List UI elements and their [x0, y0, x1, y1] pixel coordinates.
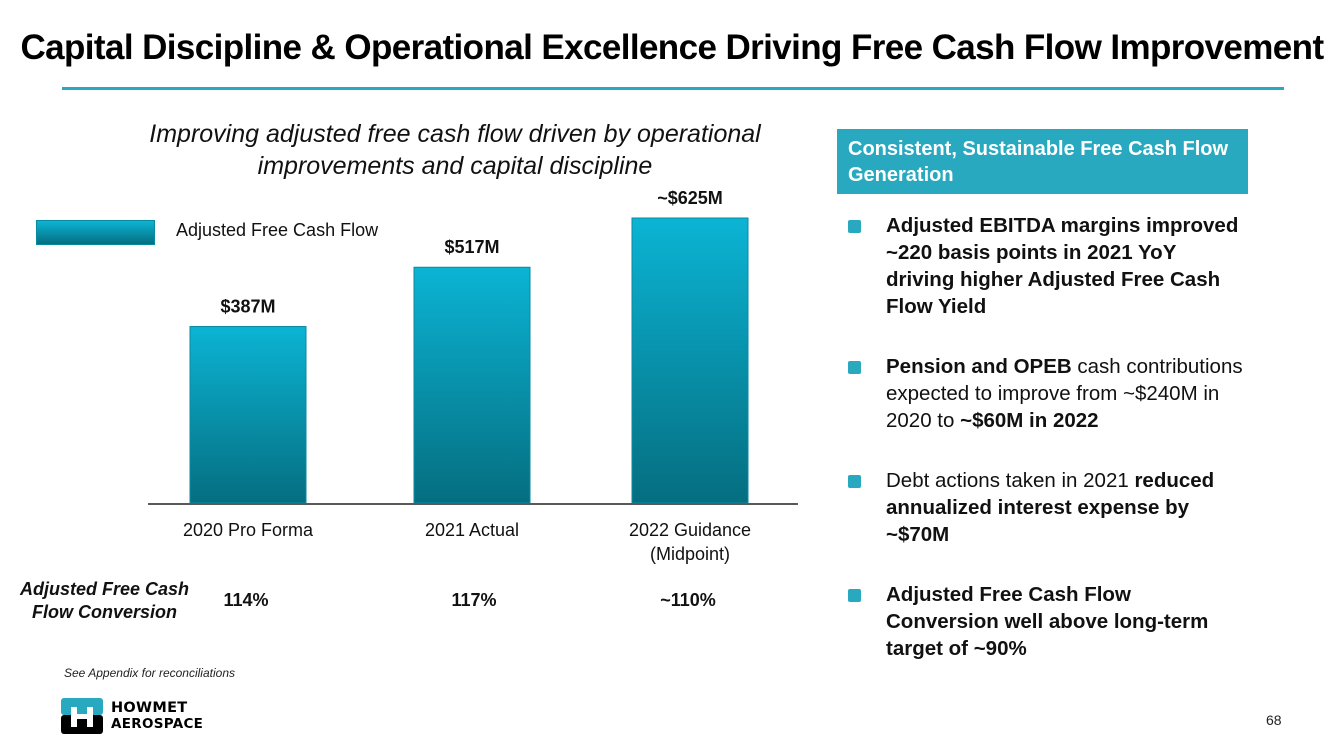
- title-divider: [62, 87, 1284, 90]
- bullet-text: cash contributions expected to improve f…: [886, 355, 1243, 432]
- bullet-text-bold: Adjusted EBITDA margins improved ~220 ba…: [886, 214, 1239, 318]
- bullet-square-icon: [848, 220, 861, 233]
- bullet-text: Debt actions taken in 2021: [886, 469, 1135, 492]
- bullet-item: Pension and OPEB cash contributions expe…: [848, 353, 1248, 434]
- conversion-title-line2: Flow Conversion: [31, 602, 177, 622]
- bar-2: [631, 217, 749, 504]
- chart-subtitle: Improving adjusted free cash flow driven…: [149, 120, 761, 180]
- bullet-text-bold: Pension and OPEB: [886, 355, 1072, 378]
- category-label: 2020 Pro Forma: [183, 520, 314, 540]
- conversion-value: ~110%: [660, 590, 716, 610]
- bullet-text-bold: reduced annualized interest expense by ~…: [886, 469, 1215, 546]
- legend-label: Adjusted Free Cash Flow: [176, 220, 379, 240]
- page-number: 68: [1266, 712, 1282, 728]
- conversion-row-title: Adjusted Free Cash Flow Conversion: [12, 578, 197, 624]
- data-label: ~$625M: [657, 188, 723, 208]
- category-label: (Midpoint): [650, 544, 730, 564]
- category-label: 2022 Guidance: [629, 520, 751, 540]
- howmet-logo: HOWMET AEROSPACE: [61, 698, 211, 734]
- category-label: 2021 Actual: [425, 520, 519, 540]
- bar-0: [189, 326, 307, 504]
- logo-line1: HOWMET: [111, 700, 188, 716]
- bullet-item: Adjusted EBITDA margins improved ~220 ba…: [848, 212, 1248, 320]
- page-title: Capital Discipline & Operational Excelle…: [20, 28, 1324, 67]
- data-label: $517M: [444, 237, 499, 257]
- footnote: See Appendix for reconciliations: [64, 666, 235, 680]
- bullet-item: Debt actions taken in 2021 reduced annua…: [848, 467, 1248, 548]
- panel-header: Consistent, Sustainable Free Cash Flow G…: [837, 129, 1248, 194]
- bullet-list: Adjusted EBITDA margins improved ~220 ba…: [848, 212, 1248, 662]
- conversion-title-line1: Adjusted Free Cash: [19, 579, 190, 599]
- bullet-item: Adjusted Free Cash Flow Conversion well …: [848, 581, 1248, 662]
- bullet-text-bold: ~$60M in 2022: [960, 409, 1099, 432]
- bar-chart: $387M 2020 Pro Forma $517M 2021 Actual ~$625…: [148, 188, 798, 564]
- howmet-h-logo-icon: [61, 698, 103, 734]
- conversion-value: 117%: [451, 590, 497, 610]
- data-label: $387M: [220, 297, 275, 317]
- logo-line2: AEROSPACE: [111, 716, 204, 732]
- conversion-value: 114%: [223, 590, 269, 610]
- bullet-text-bold: Adjusted Free Cash Flow Conversion well …: [886, 583, 1209, 660]
- bar-1: [413, 266, 531, 504]
- legend-swatch: [36, 220, 155, 245]
- bullet-square-icon: [848, 475, 861, 488]
- bullet-square-icon: [848, 589, 861, 602]
- bullet-square-icon: [848, 361, 861, 374]
